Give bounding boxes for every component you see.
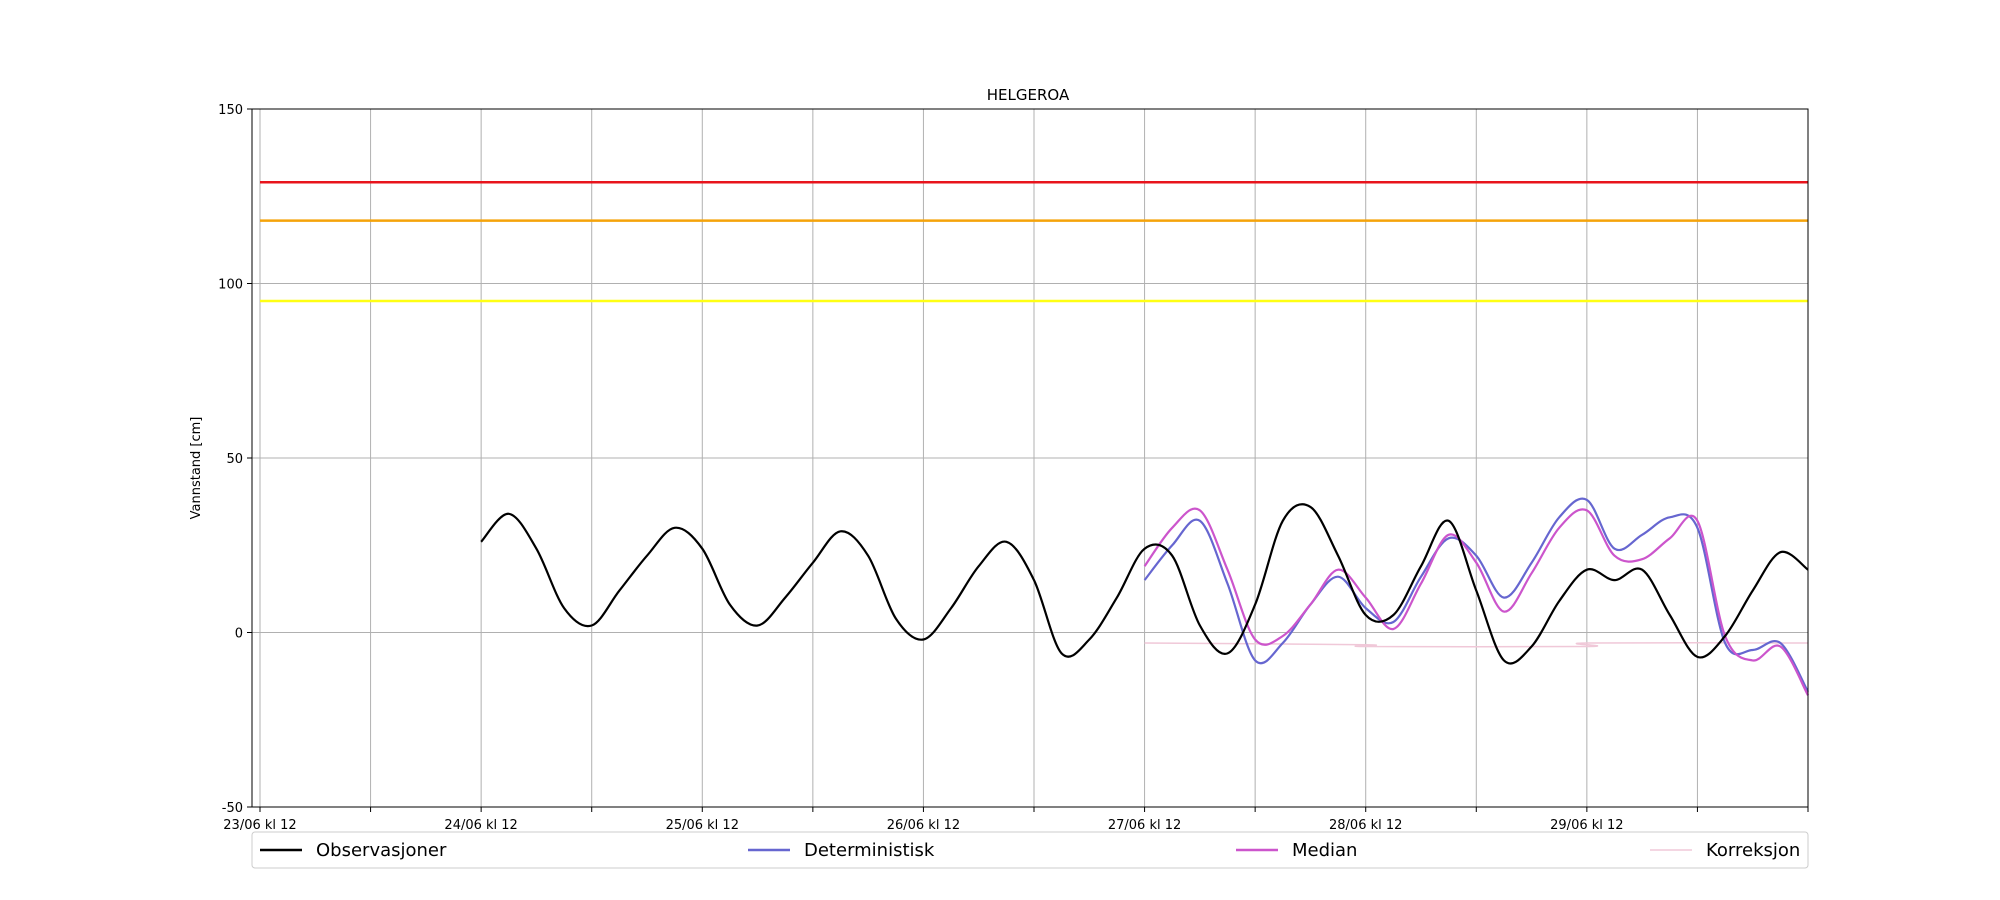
x-tick-label: 23/06 kl 12 <box>223 818 296 833</box>
legend: Observasjoner Deterministisk Median Korreks… <box>251 831 1809 869</box>
legend-label: Median <box>1292 840 1357 861</box>
y-axis-ticks: -50 0 50 100 150 <box>218 103 252 816</box>
chart-title: HELGEROA <box>987 86 1070 104</box>
x-tick-label: 27/06 kl 12 <box>1108 818 1181 833</box>
x-tick-label: 25/06 kl 12 <box>666 818 739 833</box>
x-tick-label: 29/06 kl 12 <box>1550 818 1623 833</box>
series-line-observasjoner <box>480 503 1809 665</box>
series-line-deterministisk <box>1143 497 1809 693</box>
legend-label: Observasjoner <box>316 840 447 861</box>
y-axis-label: Vannstand [cm] <box>189 417 204 520</box>
x-tick-label: 26/06 kl 12 <box>887 818 960 833</box>
x-tick-label: 24/06 kl 12 <box>444 818 517 833</box>
series-line-median <box>1143 507 1809 696</box>
y-tick-label: -50 <box>222 801 243 816</box>
grid-lines <box>252 108 1809 808</box>
legend-label: Korreksjon <box>1706 840 1800 861</box>
legend-frame <box>251 831 1809 869</box>
series-line-korreksjon <box>1144 641 1809 648</box>
y-tick-label: 0 <box>235 627 243 642</box>
legend-label: Deterministisk <box>804 840 935 861</box>
x-tick-label: 28/06 kl 12 <box>1329 818 1402 833</box>
series-lines <box>480 497 1809 696</box>
y-tick-label: 150 <box>218 103 243 118</box>
y-tick-label: 100 <box>218 278 243 293</box>
y-tick-label: 50 <box>226 452 243 467</box>
threshold-lines <box>260 181 1808 303</box>
x-axis-ticks: 23/06 kl 12 24/06 kl 12 25/06 kl 12 26/06 k… <box>223 807 1809 833</box>
